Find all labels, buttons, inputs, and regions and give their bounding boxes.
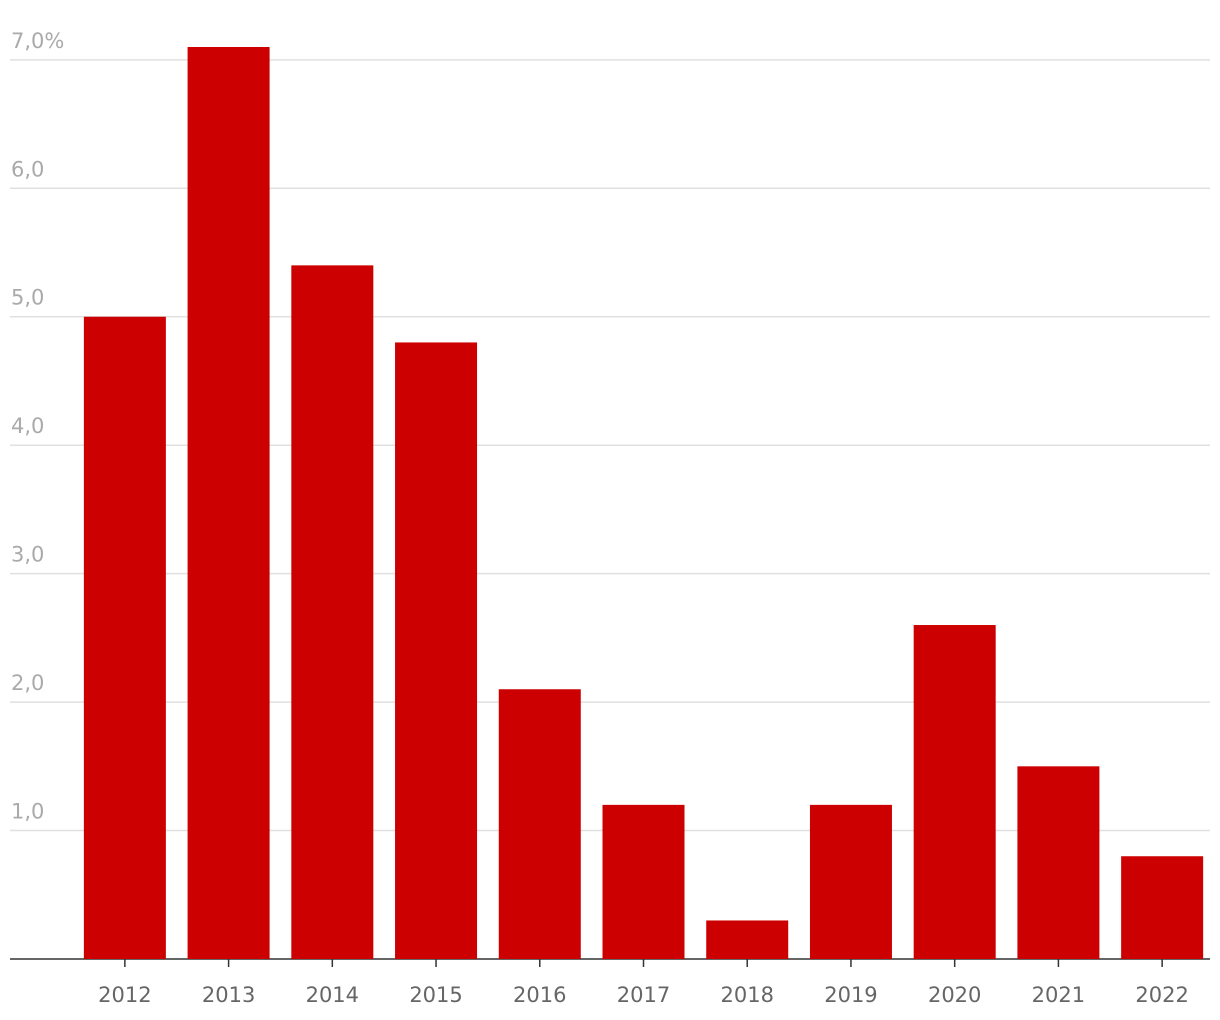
x-tick-label: 2013	[202, 983, 255, 1007]
x-tick-label: 2020	[928, 983, 981, 1007]
y-tick-label: 6,0	[11, 157, 44, 181]
bar	[291, 265, 374, 959]
bar	[187, 47, 270, 959]
y-tick-label: 3,0	[11, 543, 44, 567]
x-tick-label: 2017	[617, 983, 670, 1007]
x-tick-label: 2018	[721, 983, 774, 1007]
bar	[706, 920, 789, 959]
y-tick-label: 2,0	[11, 671, 44, 695]
x-tick-label: 2015	[409, 983, 462, 1007]
bar	[1017, 766, 1100, 959]
bar	[913, 625, 996, 959]
y-tick-label: 4,0	[11, 414, 44, 438]
bar	[498, 689, 581, 959]
y-tick-label: 1,0	[11, 800, 44, 824]
bar	[1121, 856, 1204, 959]
bar	[809, 804, 892, 959]
x-tick-label: 2021	[1032, 983, 1085, 1007]
x-tick-label: 2022	[1135, 983, 1188, 1007]
bar	[83, 316, 166, 960]
x-tick-label: 2019	[824, 983, 877, 1007]
y-tick-label: 5,0	[11, 286, 44, 310]
x-tick-label: 2016	[513, 983, 566, 1007]
x-tick-label: 2012	[98, 983, 151, 1007]
bar	[602, 804, 685, 959]
bar	[395, 342, 478, 959]
y-tick-label: 7,0%	[11, 29, 64, 53]
x-tick-label: 2014	[306, 983, 359, 1007]
